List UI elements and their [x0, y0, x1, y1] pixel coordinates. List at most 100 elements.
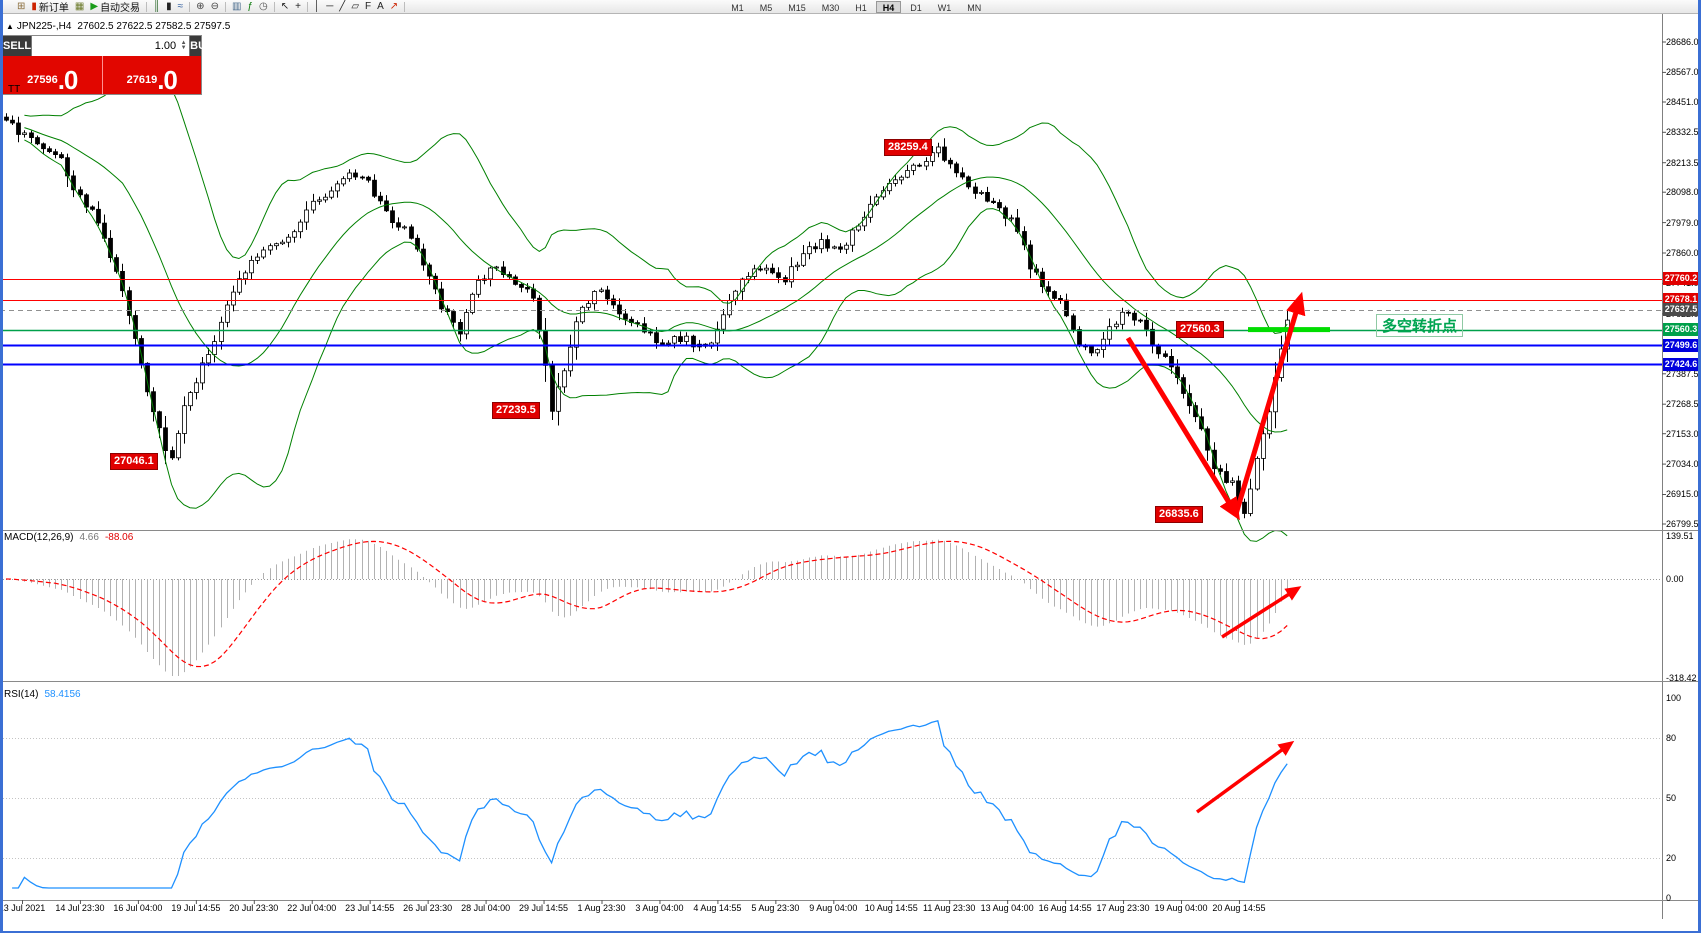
channel-button[interactable]: ▱: [349, 0, 361, 13]
profiles-icon: ▦: [74, 1, 85, 12]
toolbar-separator: [189, 1, 191, 12]
zoom-in-button[interactable]: ⊕: [194, 0, 206, 13]
toolbar-separator: [404, 1, 406, 12]
periods-icon: ◷: [258, 1, 268, 12]
axis-layer: [0, 14, 1701, 919]
trendline-button[interactable]: ╱: [337, 0, 347, 13]
auto-trading-label: 自动交易: [100, 3, 141, 14]
symbol-header: ▲ JPN225-,H4 27602.5 27622.5 27582.5 27597…: [6, 21, 230, 32]
trendline-icon: ╱: [339, 1, 346, 12]
timeframe-d1-button[interactable]: D1: [910, 2, 922, 13]
trade-panel-header: SELL ▲▼ BUY: [3, 36, 213, 56]
crosshair-button[interactable]: +: [293, 0, 303, 13]
bar-chart-icon: ║: [153, 1, 161, 12]
symbol-title: JPN225-,H4: [16, 21, 72, 32]
vertical-line-button[interactable]: │: [312, 0, 322, 13]
macd-main-value: 4.66: [79, 532, 99, 543]
crosshair-icon: +: [295, 1, 301, 12]
auto-trading-button[interactable]: ▶ 自动交易: [88, 0, 142, 14]
trend-arrow[interactable]: [1221, 586, 1302, 639]
horizontal-line-button[interactable]: ─: [324, 0, 335, 13]
periods-button[interactable]: ◷: [257, 0, 270, 13]
line-chart-button[interactable]: ≈: [176, 0, 186, 13]
sell-price-pips: .0: [57, 65, 79, 95]
toolbar-separator: [146, 1, 148, 12]
channel-icon: ▱: [351, 1, 360, 12]
sell-price-button[interactable]: 27596.0: [3, 56, 102, 94]
volume-input[interactable]: [32, 40, 179, 52]
rsi-value: 58.4156: [44, 689, 81, 700]
text-tool-icon: A: [377, 1, 384, 12]
buy-price-main: 27619: [126, 74, 158, 86]
volume-up-icon[interactable]: ▲: [180, 40, 187, 46]
candles-layer: [4, 113, 1290, 519]
toolbar-separator: [306, 1, 308, 12]
main-toolbar: ⊞ ▮ 新订单 ▦ ▶ 自动交易 ║ ▮ ≈ ⊕ ⊖ ▥ ƒ ◷ ↖ + │ ─ ╱ ▱ F A ↗ M1 M5 M15 M30 H1…: [0, 0, 1701, 14]
buy-price-button[interactable]: 27619.0: [101, 56, 201, 95]
sell-price-main: 27596: [27, 74, 58, 86]
volume-down-icon[interactable]: ▼: [180, 45, 187, 51]
candle-chart-button[interactable]: ▮: [164, 0, 174, 13]
volume-field: ▲▼: [31, 36, 191, 56]
fibonacci-icon: F: [365, 1, 372, 12]
timeframe-h1-button[interactable]: H1: [855, 2, 867, 13]
volume-spinner[interactable]: ▲ ▼: [178, 40, 189, 51]
indicators-icon: ƒ: [247, 1, 253, 12]
timeframe-h4-button[interactable]: H4: [875, 0, 902, 13]
toolbar-separator: [273, 1, 275, 12]
new-order-button[interactable]: ▮ 新订单: [29, 0, 71, 14]
indicators-button[interactable]: ƒ: [245, 0, 255, 13]
new-order-label: 新订单: [38, 3, 69, 14]
trend-arrow[interactable]: [1233, 291, 1306, 515]
new-order-icon: ▮: [31, 1, 37, 12]
levels-layer: [0, 279, 1662, 366]
macd-layer: [0, 539, 1662, 676]
trend-arrow[interactable]: [1195, 740, 1295, 814]
timeframe-m30-button[interactable]: M30: [821, 2, 840, 13]
timeframe-m1-button[interactable]: M1: [731, 2, 744, 13]
symbol-ohlc: 27602.5 27622.5 27582.5 27597.5: [77, 21, 231, 32]
window-border-right: [1698, 0, 1701, 933]
text-tool-button[interactable]: A: [375, 0, 386, 13]
macd-name: MACD(12,26,9): [4, 532, 74, 543]
vertical-line-icon: │: [313, 1, 321, 12]
turning-point-annotation[interactable]: 多空转折点: [1376, 314, 1464, 337]
arrow-tool-button[interactable]: ↗: [388, 0, 400, 13]
toolbar-separator: [224, 1, 226, 12]
line-chart-icon: ≈: [177, 1, 184, 12]
zoom-out-icon: ⊖: [210, 1, 219, 12]
annotations-layer: [1125, 291, 1330, 814]
quote-panel-toggle-icon[interactable]: ▲: [6, 22, 14, 31]
tile-windows-icon: ▥: [231, 1, 242, 12]
macd-signal-value: -88.06: [104, 532, 134, 543]
rsi-indicator-label: RSI(14) 58.4156: [4, 689, 81, 700]
timeframe-m5-button[interactable]: M5: [759, 2, 773, 13]
buy-price-pips: .0: [157, 65, 178, 95]
trade-panel-prices: 27596.0 27619.0: [3, 56, 201, 94]
horizontal-line-icon: ─: [326, 1, 334, 12]
auto-trading-icon: ▶: [90, 1, 99, 12]
window-border-left: [0, 0, 3, 933]
cursor-button[interactable]: ↖: [279, 0, 291, 13]
one-click-trading-panel: SELL ▲▼ BUY 27596.0 27619.0: [3, 36, 213, 94]
arrow-tool-icon: ↗: [389, 1, 399, 12]
tile-windows-button[interactable]: ▥: [230, 0, 243, 13]
new-chart-button[interactable]: ⊞: [15, 0, 27, 13]
zoom-out-button[interactable]: ⊖: [209, 0, 221, 13]
candle-chart-icon: ▮: [166, 1, 172, 12]
timeframe-m15-button[interactable]: M15: [788, 2, 806, 13]
tt-annotation: TT: [8, 84, 21, 95]
zoom-in-icon: ⊕: [196, 1, 205, 12]
fibonacci-button[interactable]: F: [363, 0, 373, 13]
profiles-button[interactable]: ▦: [73, 0, 86, 13]
trend-arrow[interactable]: [1125, 336, 1240, 521]
cursor-icon: ↖: [280, 1, 290, 12]
chart-canvas[interactable]: [0, 14, 1701, 933]
window-border-bottom: [0, 931, 1701, 933]
bar-chart-button[interactable]: ║: [151, 0, 162, 13]
timeframe-mn-button[interactable]: MN: [967, 2, 982, 13]
sell-button[interactable]: SELL: [3, 40, 32, 52]
timeframe-w1-button[interactable]: W1: [937, 2, 952, 13]
new-chart-icon: ⊞: [17, 1, 26, 12]
buy-button[interactable]: BUY: [190, 40, 214, 52]
